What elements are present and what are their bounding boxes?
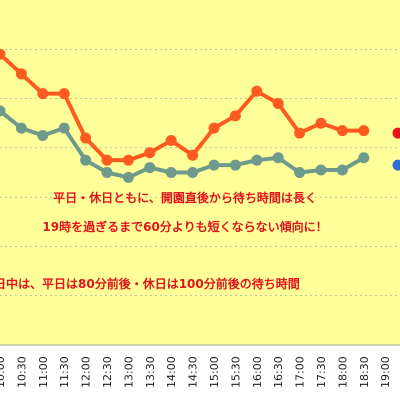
x-tick-label: 14:30 <box>187 356 200 388</box>
series-2-point <box>230 160 241 171</box>
series-1-point <box>294 128 305 139</box>
x-tick-label: 15:30 <box>229 356 242 388</box>
x-tick-label: 12:30 <box>101 356 114 388</box>
x-tick-label: 15:00 <box>208 356 221 388</box>
series-1-point <box>123 155 134 166</box>
series-2-point <box>358 152 369 163</box>
series-2-point <box>294 167 305 178</box>
series-2-point <box>144 162 155 173</box>
series-1-point <box>209 123 220 134</box>
x-tick-label: 17:30 <box>315 356 328 388</box>
series-2-point <box>209 160 220 171</box>
series-1-point <box>144 147 155 158</box>
x-tick-label: 11:00 <box>37 356 50 388</box>
x-tick-label: 16:30 <box>272 356 285 388</box>
series-2-point <box>59 123 70 134</box>
series-1-point <box>337 125 348 136</box>
series-2-point <box>16 123 27 134</box>
series-1-point <box>166 135 177 146</box>
x-tick-label: 10:30 <box>15 356 28 388</box>
series-1-point <box>59 88 70 99</box>
x-tick-label: 17:00 <box>294 356 307 388</box>
x-tick-label: 16:00 <box>251 356 264 388</box>
series-2-point <box>273 152 284 163</box>
series-1-point <box>316 118 327 129</box>
series-1-point <box>187 150 198 161</box>
annotation-line-2: 19時を過ぎるまで60分よりも短くならない傾向に！ <box>42 219 327 234</box>
series-1-point <box>80 133 91 144</box>
x-tick-label: 10:00 <box>0 356 7 388</box>
series-1-point <box>230 110 241 121</box>
x-tick-label: 19:00 <box>379 356 392 388</box>
series-2-point <box>251 155 262 166</box>
x-tick-label: 13:30 <box>144 356 157 388</box>
annotation-line-1: 平日・休日ともに、開園直後から待ち時間は長く <box>53 190 317 205</box>
series-1-point <box>102 155 113 166</box>
annotation-line-3: 日中は、平日は80分前後・休日は100分前後の待ち時間 <box>0 276 300 291</box>
series-2-point <box>80 155 91 166</box>
series-1-point <box>251 86 262 97</box>
x-axis: 10:00 10:30 11:00 11:30 12:00 12:30 13:00 13:30… <box>0 356 392 388</box>
series-1-point <box>16 68 27 79</box>
series-1-point <box>358 125 369 136</box>
series-2-point <box>316 165 327 176</box>
series-2-point <box>37 130 48 141</box>
x-tick-label: 14:00 <box>165 356 178 388</box>
series-1-point <box>37 88 48 99</box>
series-2-point <box>337 165 348 176</box>
x-tick-label: 18:30 <box>358 356 371 388</box>
series-2-point <box>187 167 198 178</box>
series-1-point <box>273 98 284 109</box>
x-tick-label: 11:30 <box>58 356 71 388</box>
series-2-point <box>102 167 113 178</box>
x-tick-label: 13:00 <box>122 356 135 388</box>
series-2-point <box>123 172 134 183</box>
series-2-point <box>166 167 177 178</box>
x-tick-label: 12:00 <box>80 356 93 388</box>
x-tick-label: 18:00 <box>336 356 349 388</box>
